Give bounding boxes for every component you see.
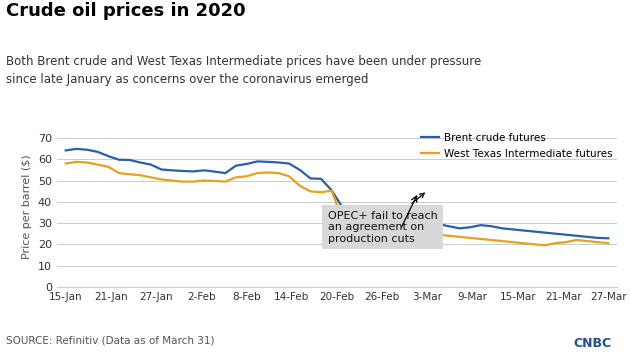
Text: Both Brent crude and West Texas Intermediate prices have been under pressure
sin: Both Brent crude and West Texas Intermed… <box>6 55 481 86</box>
Y-axis label: Price per barrel ($): Price per barrel ($) <box>22 155 32 259</box>
Text: Crude oil prices in 2020: Crude oil prices in 2020 <box>6 2 246 20</box>
Legend: Brent crude futures, West Texas Intermediate futures: Brent crude futures, West Texas Intermed… <box>421 133 612 159</box>
Text: SOURCE: Refinitiv (Data as of March 31): SOURCE: Refinitiv (Data as of March 31) <box>6 335 215 345</box>
Text: CNBC: CNBC <box>573 337 612 350</box>
Text: OPEC+ fail to reach
an agreement on
production cuts: OPEC+ fail to reach an agreement on prod… <box>328 193 438 244</box>
